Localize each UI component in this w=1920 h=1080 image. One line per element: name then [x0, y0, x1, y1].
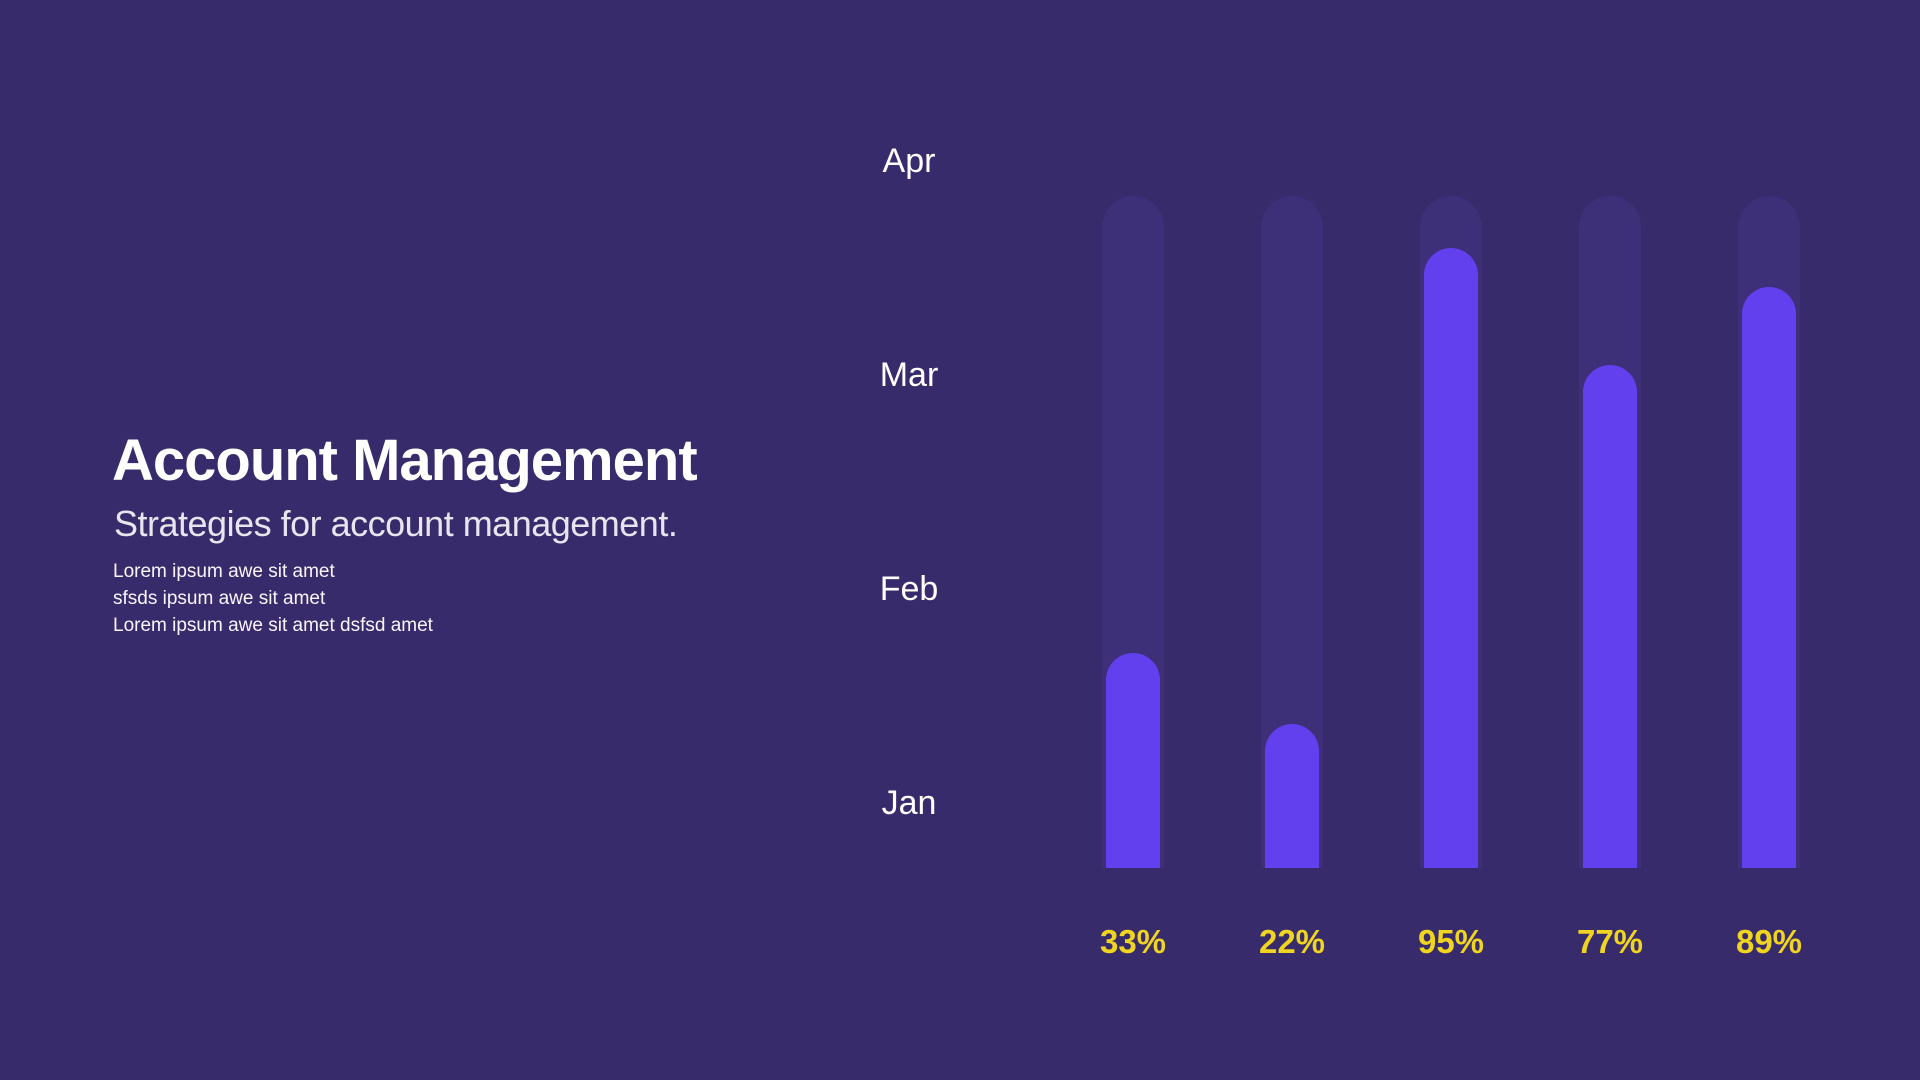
bar-group: [1102, 196, 1164, 868]
bar-value-label: 89%: [1735, 923, 1803, 960]
description-line: Lorem ipsum awe sit amet: [113, 561, 335, 582]
bar-group: [1420, 196, 1482, 868]
axis-tick-label: Mar: [879, 356, 939, 394]
page-title: Account Management: [112, 428, 698, 493]
bar-group: [1738, 196, 1800, 868]
page-subtitle: Strategies for account management.: [114, 503, 678, 544]
axis-tick-label: Apr: [882, 142, 936, 180]
description-line: Lorem ipsum awe sit amet dsfsd amet: [113, 614, 433, 636]
bar-fill: [1742, 287, 1796, 868]
bar-fill: [1106, 653, 1160, 868]
description-line: sfsds ipsum awe sit amet: [113, 587, 326, 609]
bar-value-label: 33%: [1099, 923, 1167, 960]
axis-tick-label: Jan: [881, 784, 937, 822]
description-block: Lorem ipsum awe sit amet sfsds ipsum awe…: [113, 559, 433, 639]
bar-group: [1261, 196, 1323, 868]
axis-tick-label: Feb: [879, 570, 939, 608]
bar-value-label: 77%: [1576, 923, 1644, 960]
bar-value-label: 22%: [1258, 923, 1326, 960]
bar-fill: [1583, 365, 1637, 868]
title-block: Account Management Strategies for accoun…: [112, 0, 872, 1080]
bar-fill: [1265, 724, 1319, 868]
bar-value-label: 95%: [1417, 923, 1485, 960]
bar-group: [1579, 196, 1641, 868]
bar-fill: [1424, 248, 1478, 868]
